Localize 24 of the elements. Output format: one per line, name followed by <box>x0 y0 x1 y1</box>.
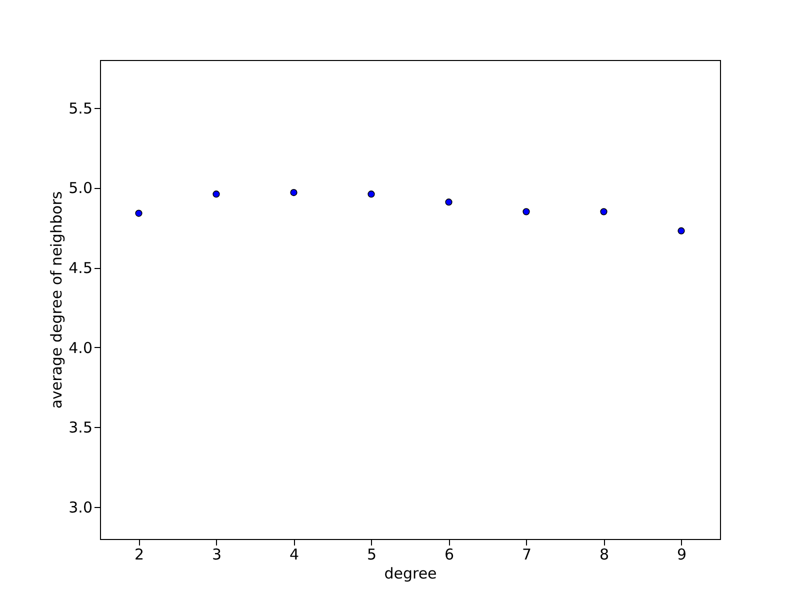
y-tick-label: 5.5 <box>68 99 92 118</box>
point <box>368 190 375 198</box>
y-tick-label: 5.0 <box>68 179 92 198</box>
x-axis-title: degree <box>384 564 437 582</box>
point <box>522 208 530 216</box>
point <box>600 208 608 216</box>
point <box>135 210 142 217</box>
point <box>445 198 452 206</box>
point <box>678 227 685 234</box>
x-tick-label: 2 <box>134 546 144 564</box>
x-tick-label: 4 <box>289 546 300 564</box>
y-tick-label: 3.0 <box>68 498 92 517</box>
x-tick-label: 9 <box>676 546 687 564</box>
x-tick-label: 6 <box>444 546 454 564</box>
y-tick-label: 4.5 <box>68 259 92 278</box>
x-tick-label: 8 <box>599 546 610 564</box>
x-tick-label: 3 <box>212 546 222 564</box>
y-tick-label: 4.0 <box>68 338 92 357</box>
y-axis-title: average degree of neighbors <box>48 191 66 409</box>
y-tick-label: 3.5 <box>68 418 92 437</box>
x-tick-label: 7 <box>522 546 532 564</box>
point <box>290 188 298 196</box>
point <box>212 190 220 198</box>
x-tick-label: 5 <box>366 546 377 564</box>
